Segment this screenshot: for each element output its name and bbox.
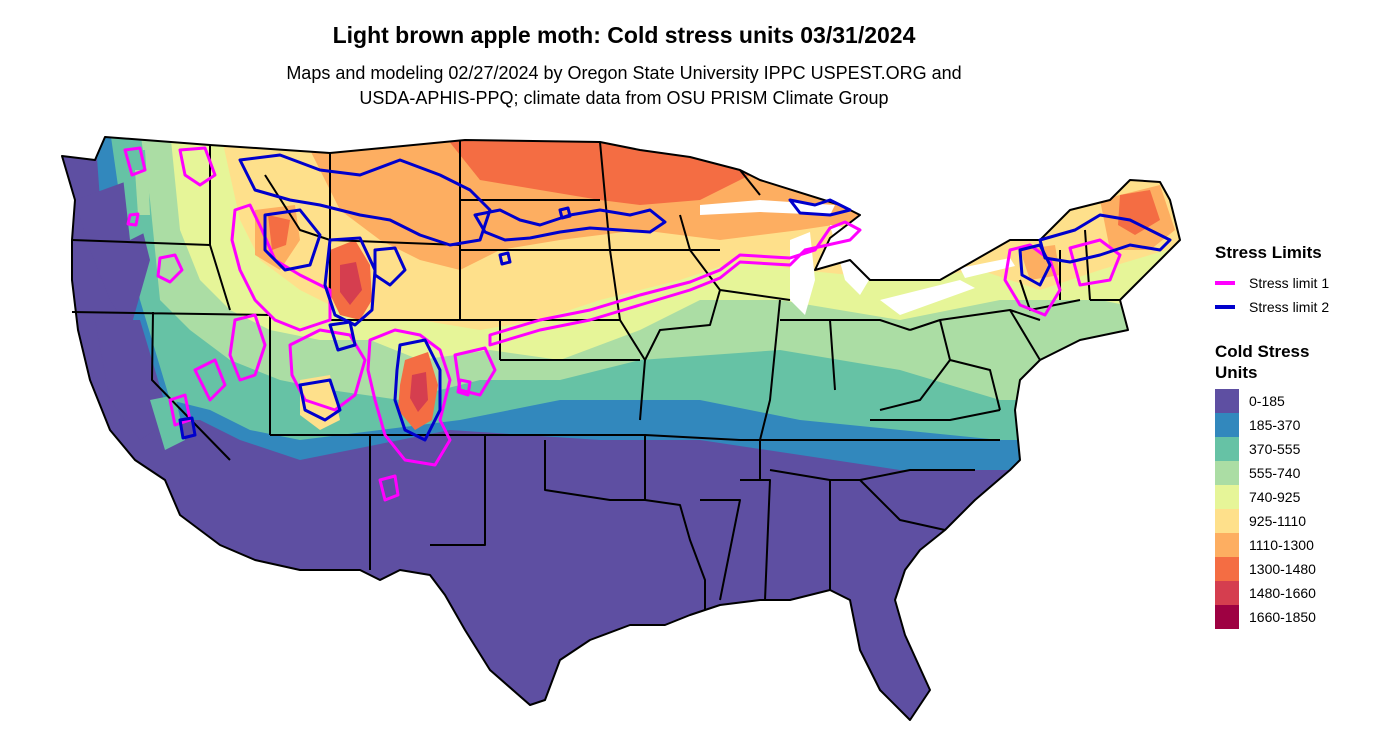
cold-stress-bin-swatch (1215, 461, 1239, 485)
cold-stress-bin-label: 925-1110 (1249, 513, 1307, 529)
cold-stress-bin-label: 555-740 (1249, 465, 1301, 481)
cold-stress-bin-3: 555-740 (1215, 461, 1395, 485)
stress-limit-1-legend-item: Stress limit 1 (1215, 271, 1395, 295)
map-subtitle-line-1: Maps and modeling 02/27/2024 by Oregon S… (286, 63, 962, 83)
stress-limit-2-legend-item: Stress limit 2 (1215, 295, 1395, 319)
cold-stress-bin-swatch (1215, 389, 1239, 413)
stress-limit-1-label: Stress limit 1 (1249, 275, 1330, 291)
cold-stress-bin-swatch (1215, 605, 1239, 629)
stress-limits-legend-title: Stress Limits (1215, 243, 1322, 262)
cold-stress-bin-label: 370-555 (1249, 441, 1301, 457)
cold-stress-bin-swatch (1215, 437, 1239, 461)
cold-stress-bin-swatch (1215, 557, 1239, 581)
cold-stress-bin-swatch (1215, 413, 1239, 437)
cold-stress-bin-label: 1660-1850 (1249, 609, 1316, 625)
cold-stress-bin-label: 0-185 (1249, 393, 1285, 409)
stress-limit-2-label: Stress limit 2 (1249, 299, 1330, 315)
cold-stress-bin-swatch (1215, 485, 1239, 509)
stress-limit-2-swatch (1215, 305, 1235, 309)
cold-stress-bin-swatch (1215, 509, 1239, 533)
cold-stress-units-legend-title: Cold Stress Units (1215, 342, 1310, 382)
cold-stress-bin-0: 0-185 (1215, 389, 1395, 413)
stress-limit-1-swatch (1215, 281, 1235, 285)
map-title: Light brown apple moth: Cold stress unit… (332, 22, 916, 48)
cold-stress-bin-5: 925-1110 (1215, 509, 1395, 533)
cold-stress-bin-1: 185-370 (1215, 413, 1395, 437)
cold-stress-bin-label: 740-925 (1249, 489, 1301, 505)
cold-stress-bin-8: 1480-1660 (1215, 581, 1395, 605)
cold-stress-bin-2: 370-555 (1215, 437, 1395, 461)
cold-stress-bin-label: 1480-1660 (1249, 585, 1316, 601)
cold-stress-bin-4: 740-925 (1215, 485, 1395, 509)
cold-stress-bin-label: 1300-1480 (1249, 561, 1316, 577)
cold-stress-bin-label: 185-370 (1249, 417, 1301, 433)
cold-stress-bin-9: 1660-1850 (1215, 605, 1395, 629)
cold-stress-bin-swatch (1215, 533, 1239, 557)
cold-stress-bin-6: 1110-1300 (1215, 533, 1395, 557)
cold-stress-bin-7: 1300-1480 (1215, 557, 1395, 581)
cold-stress-bin-label: 1110-1300 (1249, 537, 1314, 553)
map-subtitle-line-2: USDA-APHIS-PPQ; climate data from OSU PR… (359, 88, 889, 108)
map-legend: Stress Limits Stress limit 1 Stress limi… (1215, 242, 1395, 629)
cold-stress-bin-swatch (1215, 581, 1239, 605)
cold-stress-bins: 0-185 185-370 370-555 555-740 740-925 925-111… (1215, 389, 1395, 629)
